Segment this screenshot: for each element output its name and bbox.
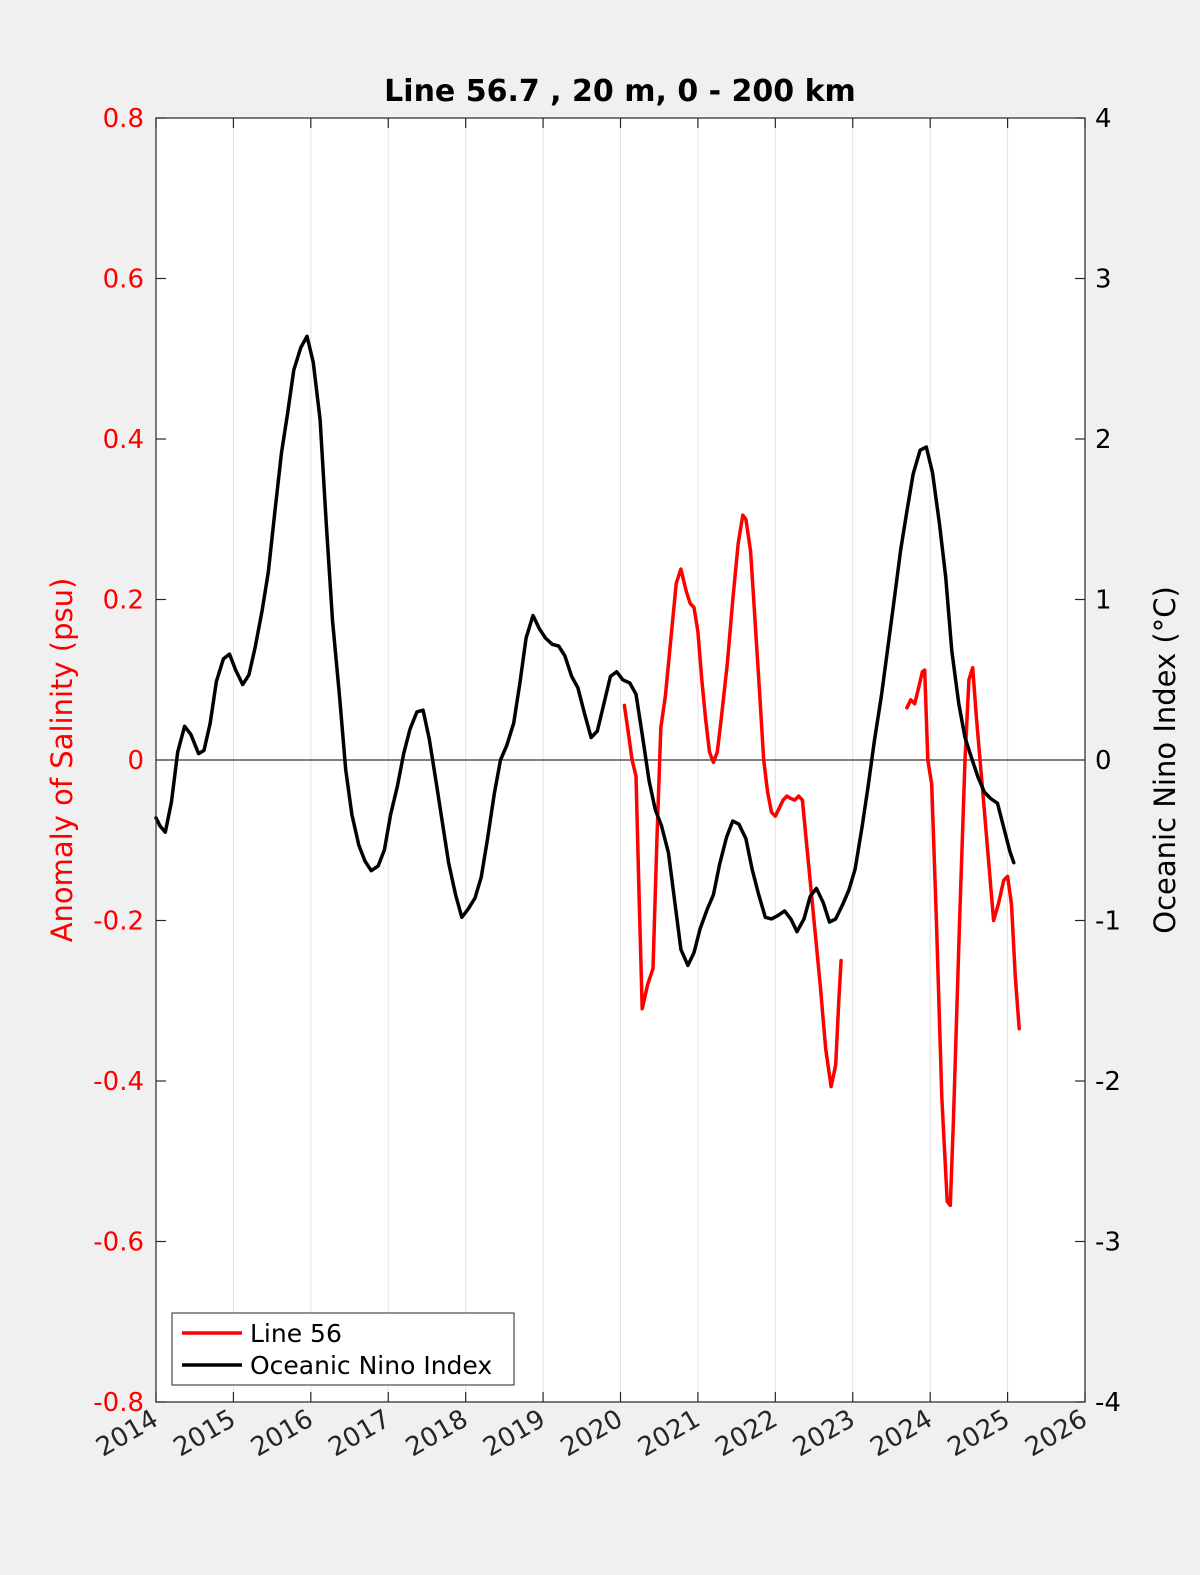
y-right-tick-label--2: -2: [1095, 1067, 1121, 1097]
y-right-tick-label-1: 1: [1095, 586, 1112, 616]
y-left-tick-label-0.8: 0.8: [103, 104, 144, 134]
y-right-tick-label--1: -1: [1095, 907, 1121, 937]
y-left-tick-label-0.4: 0.4: [103, 425, 144, 455]
y-right-tick-label--3: -3: [1095, 1228, 1121, 1258]
legend: Line 56 Oceanic Nino Index: [171, 1312, 515, 1386]
x-tick-label-2026: 2026: [1020, 1404, 1092, 1463]
legend-box: [171, 1312, 515, 1386]
y-right-tick-label-4: 4: [1095, 104, 1112, 134]
x-tick-label-2021: 2021: [633, 1404, 705, 1463]
x-tick-label-2020: 2020: [556, 1404, 628, 1463]
x-tick-label-2019: 2019: [478, 1404, 550, 1463]
series-line-line-56-segment-2: [905, 665, 1021, 1208]
y-right-tick-label--4: -4: [1095, 1388, 1121, 1418]
x-tick-label-2025: 2025: [943, 1404, 1015, 1463]
y-left-tick-label-0.2: 0.2: [103, 586, 144, 616]
series-layer: [154, 334, 1021, 1208]
x-tick-label-2015: 2015: [169, 1404, 241, 1463]
series-line-oceanic-nino-index-segment-1: [154, 334, 1016, 968]
y-right-tick-label-0: 0: [1095, 746, 1112, 776]
x-tick-label-2024: 2024: [865, 1404, 937, 1463]
x-tick-label-2022: 2022: [711, 1404, 783, 1463]
y-left-tick-label--0.6: -0.6: [93, 1228, 144, 1258]
x-tick-label-2016: 2016: [246, 1404, 318, 1463]
y-left-tick-label-0: 0: [127, 746, 144, 776]
y-left-tick-label--0.8: -0.8: [93, 1388, 144, 1418]
y-right-tick-label-2: 2: [1095, 425, 1112, 455]
x-tick-label-2017: 2017: [323, 1404, 395, 1463]
y-right-tick-label-3: 3: [1095, 265, 1112, 295]
y-left-tick-label--0.2: -0.2: [93, 907, 144, 937]
x-tick-label-2018: 2018: [401, 1404, 473, 1463]
chart-title: Line 56.7 , 20 m, 0 - 200 km: [384, 74, 856, 109]
legend-label-oni: Oceanic Nino Index: [250, 1351, 492, 1380]
legend-label-line-56: Line 56: [250, 1319, 342, 1348]
y-left-tick-label--0.4: -0.4: [93, 1067, 144, 1097]
right-axis-label: Oceanic Nino Index (°C): [1148, 586, 1182, 934]
y-left-tick-label-0.6: 0.6: [103, 265, 144, 295]
x-tick-label-2023: 2023: [788, 1404, 860, 1463]
left-axis-label: Anomaly of Salinity (psu): [45, 578, 79, 943]
series-line-line-56-segment-1: [622, 513, 843, 1089]
